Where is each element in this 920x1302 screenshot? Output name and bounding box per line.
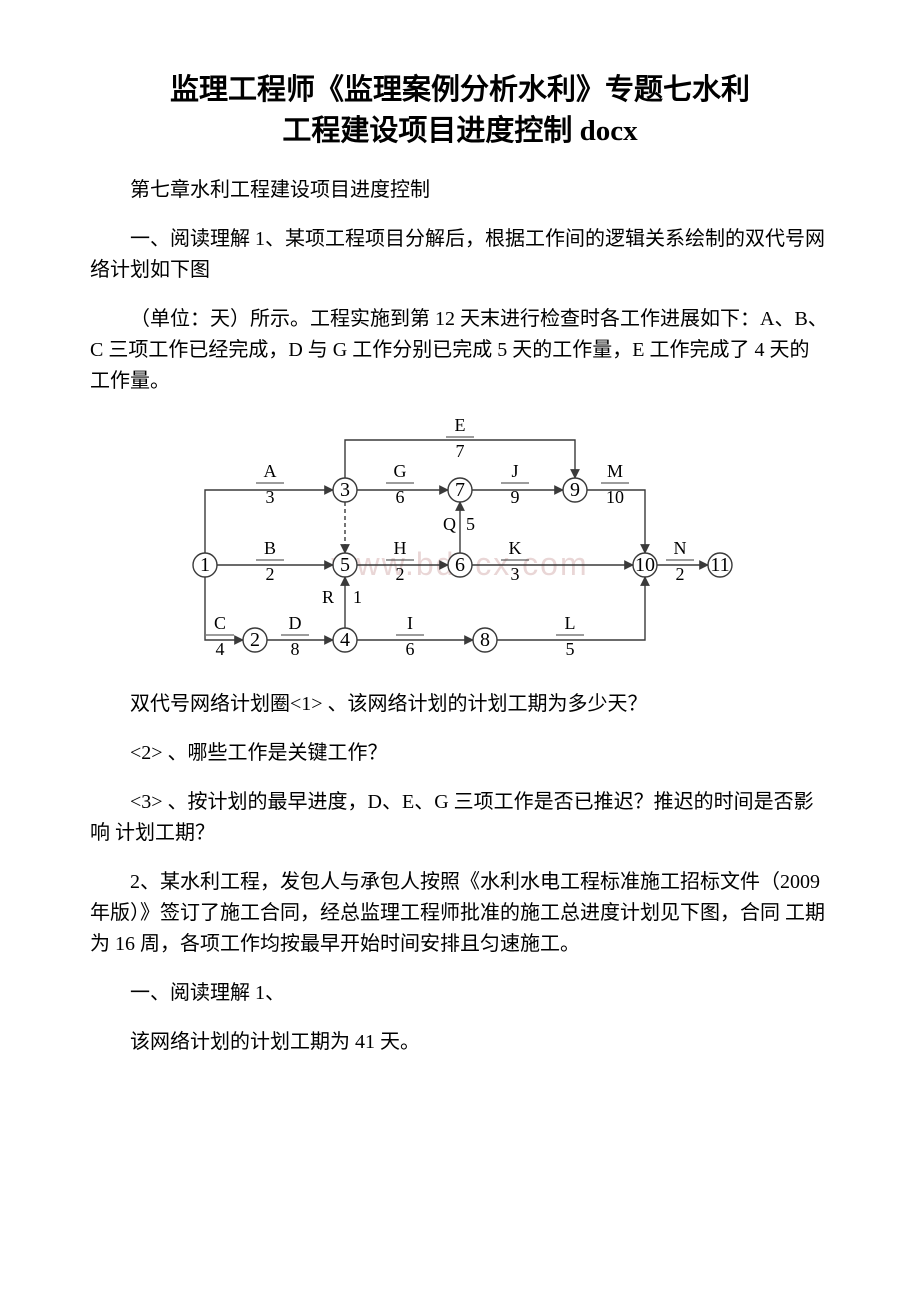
edge-label-J: J	[511, 461, 518, 481]
edge-label-R: R	[322, 587, 334, 607]
node-label-4: 4	[340, 629, 350, 651]
paragraph-answer-1: 该网络计划的计划工期为 41 天。	[90, 1027, 830, 1058]
node-label-10: 10	[635, 554, 655, 576]
node-label-6: 6	[455, 554, 465, 576]
document-title: 监理工程师《监理案例分析水利》专题七水利 工程建设项目进度控制 docx	[90, 70, 830, 151]
edge-label-L: L	[565, 613, 576, 633]
node-label-3: 3	[340, 479, 350, 501]
edge-label-A: A	[264, 461, 277, 481]
node-label-2: 2	[250, 629, 260, 651]
edge-label-K: K	[509, 538, 522, 558]
edge-dur-D: 8	[291, 639, 300, 659]
edge-dur-E: 7	[456, 441, 465, 461]
edge-dur-L: 5	[566, 639, 575, 659]
node-label-9: 9	[570, 479, 580, 501]
question-3: <3> 、按计划的最早进度，D、E、G 三项工作是否已推迟？推迟的时间是否影响 …	[90, 787, 830, 849]
edge-label-M: M	[607, 461, 623, 481]
edge-dur-M: 10	[606, 487, 624, 507]
question-2: <2> 、哪些工作是关键工作？	[90, 738, 830, 769]
edge-label-B: B	[264, 538, 276, 558]
node-label-11: 11	[710, 554, 729, 576]
edge-label-H: H	[394, 538, 407, 558]
edge-label-D: D	[289, 613, 302, 633]
node-label-7: 7	[455, 479, 465, 501]
paragraph-context: （单位：天）所示。工程实施到第 12 天末进行检查时各工作进展如下：A、B、C …	[90, 304, 830, 397]
edge-dur-A: 3	[266, 487, 275, 507]
node-label-8: 8	[480, 629, 490, 651]
edge-dur-G: 6	[396, 487, 405, 507]
edge-dur-J: 9	[511, 487, 520, 507]
paragraph-intro: 一、阅读理解 1、某项工程项目分解后，根据工作间的逻辑关系绘制的双代号网络计划如…	[90, 224, 830, 286]
edge-dur-C: 4	[216, 639, 225, 659]
diagram-caption-q1: 双代号网络计划圈<1> 、该网络计划的计划工期为多少天？	[90, 689, 830, 720]
paragraph-answer-heading: 一、阅读理解 1、	[90, 978, 830, 1009]
title-line-2: 工程建设项目进度控制 docx	[282, 115, 637, 147]
edge-label-G: G	[394, 461, 407, 481]
edge-dur-N: 2	[676, 564, 685, 584]
edge-label-C: C	[214, 613, 226, 633]
edge-dur-H: 2	[396, 564, 405, 584]
edge-dur-I: 6	[406, 639, 415, 659]
paragraph-scenario-2: 2、某水利工程，发包人与承包人按照《水利水电工程标准施工招标文件（2009 年版…	[90, 867, 830, 960]
paragraph-chapter: 第七章水利工程建设项目进度控制	[90, 175, 830, 206]
edge-dur-B: 2	[266, 564, 275, 584]
edge-label-N: N	[674, 538, 687, 558]
edge-label-E: E	[455, 415, 466, 435]
edge-dur-K: 3	[511, 564, 520, 584]
edge-dur-R: 1	[353, 587, 362, 607]
node-label-5: 5	[340, 554, 350, 576]
network-diagram: www.bdocx.com A3B2C4D8E7G6H2R1I6Q5J9K3L5…	[175, 415, 745, 675]
title-line-1: 监理工程师《监理案例分析水利》专题七水利	[170, 74, 750, 106]
edge-label-Q: Q	[443, 514, 456, 534]
node-label-1: 1	[200, 554, 210, 576]
edge-label-I: I	[407, 613, 413, 633]
edge-dur-Q: 5	[466, 514, 475, 534]
